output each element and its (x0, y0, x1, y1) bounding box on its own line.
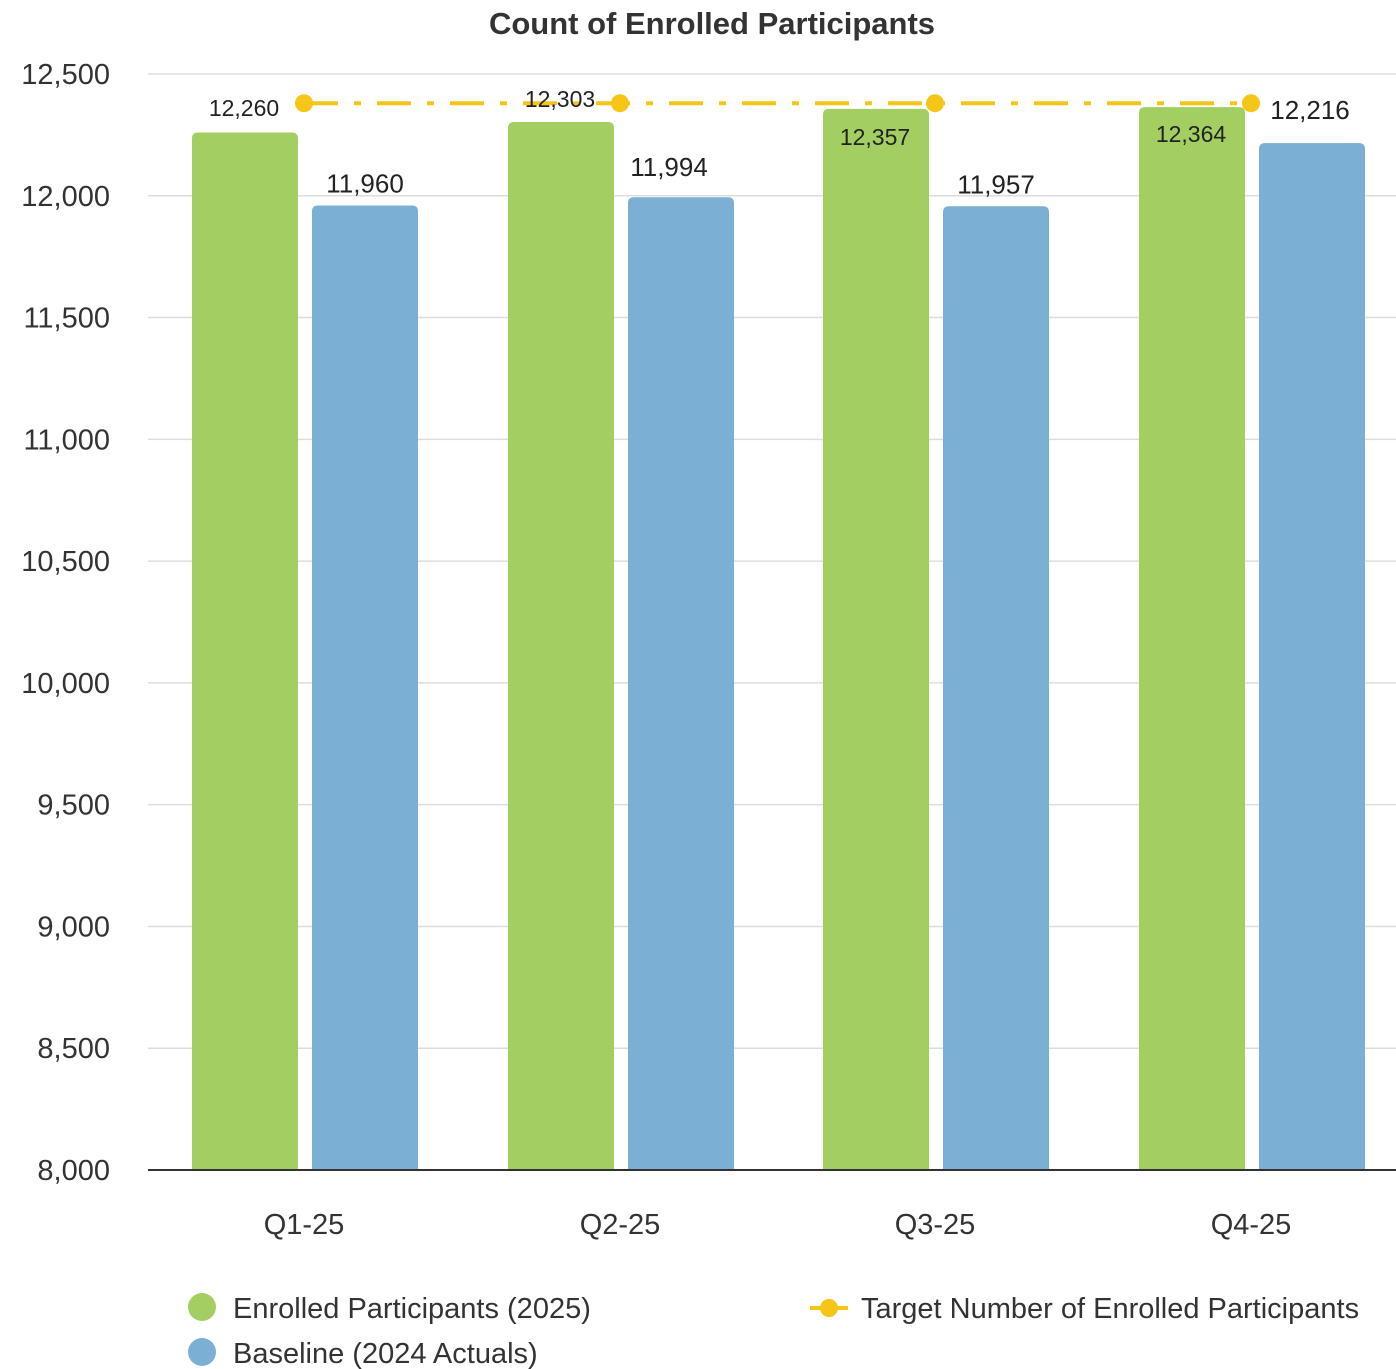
legend-label-target: Target Number of Enrolled Participants (861, 1293, 1359, 1325)
baseline-bar-q3-25 (943, 206, 1049, 1170)
baseline-bar-q2-25 (628, 197, 734, 1170)
target-marker-q3-25 (926, 94, 944, 113)
legend-label-enrolled: Enrolled Participants (2025) (233, 1293, 591, 1325)
y-axis-ticks: 8,000 8,500 9,000 9,500 10,000 10,500 11,000 11… (21, 59, 110, 1187)
chart-title: Count of Enrolled Participants (489, 6, 935, 41)
bars (192, 107, 1365, 1171)
legend-swatch-enrolled (188, 1293, 216, 1321)
data-label-enrolled: 12,260 (209, 95, 279, 121)
y-tick-label: 11,000 (23, 424, 110, 456)
y-tick-label: 8,000 (37, 1155, 110, 1187)
data-label-enrolled: 12,357 (840, 124, 910, 150)
x-tick-label: Q1-25 (264, 1209, 345, 1241)
target-line-series (295, 94, 1260, 113)
y-tick-label: 9,000 (37, 911, 110, 943)
y-tick-label: 12,500 (21, 59, 110, 91)
enrolled-bar-q1-25 (192, 132, 298, 1170)
y-tick-label: 12,000 (21, 181, 110, 213)
target-marker-q1-25 (295, 94, 313, 113)
y-tick-label: 10,000 (21, 668, 110, 700)
target-marker-q2-25 (611, 94, 629, 113)
y-tick-label: 8,500 (37, 1033, 110, 1065)
target-marker-q4-25 (1242, 94, 1260, 113)
x-axis-ticks: Q1-25 Q2-25 Q3-25 Q4-25 (264, 1209, 1292, 1241)
y-tick-label: 10,500 (21, 546, 110, 578)
data-label-enrolled: 12,303 (525, 86, 595, 112)
enrolled-bar-q4-25 (1139, 107, 1245, 1171)
data-label-baseline: 11,960 (326, 169, 404, 199)
baseline-bar-q1-25 (312, 205, 418, 1170)
data-label-baseline: 12,216 (1270, 95, 1350, 125)
enrolled-bar-q2-25 (508, 121, 614, 1170)
x-tick-label: Q4-25 (1211, 1209, 1292, 1241)
baseline-bar-q4-25 (1259, 143, 1365, 1170)
x-tick-label: Q3-25 (895, 1209, 976, 1241)
legend-swatch-target-marker (820, 1299, 838, 1317)
data-label-enrolled: 12,364 (1156, 121, 1227, 147)
data-label-baseline: 11,994 (630, 152, 708, 182)
x-tick-label: Q2-25 (580, 1209, 661, 1241)
enrolled-bar-q3-25 (823, 108, 929, 1170)
data-labels: 12,260 12,303 12,357 12,364 11,960 11,994 11,9… (209, 86, 1350, 199)
legend-swatch-baseline (188, 1338, 216, 1366)
data-label-baseline: 11,957 (957, 169, 1035, 199)
legend: Enrolled Participants (2025) Baseline (20… (188, 1293, 1359, 1369)
y-tick-label: 11,500 (23, 303, 110, 335)
y-tick-label: 9,500 (37, 790, 110, 822)
legend-label-baseline: Baseline (2024 Actuals) (233, 1338, 538, 1369)
